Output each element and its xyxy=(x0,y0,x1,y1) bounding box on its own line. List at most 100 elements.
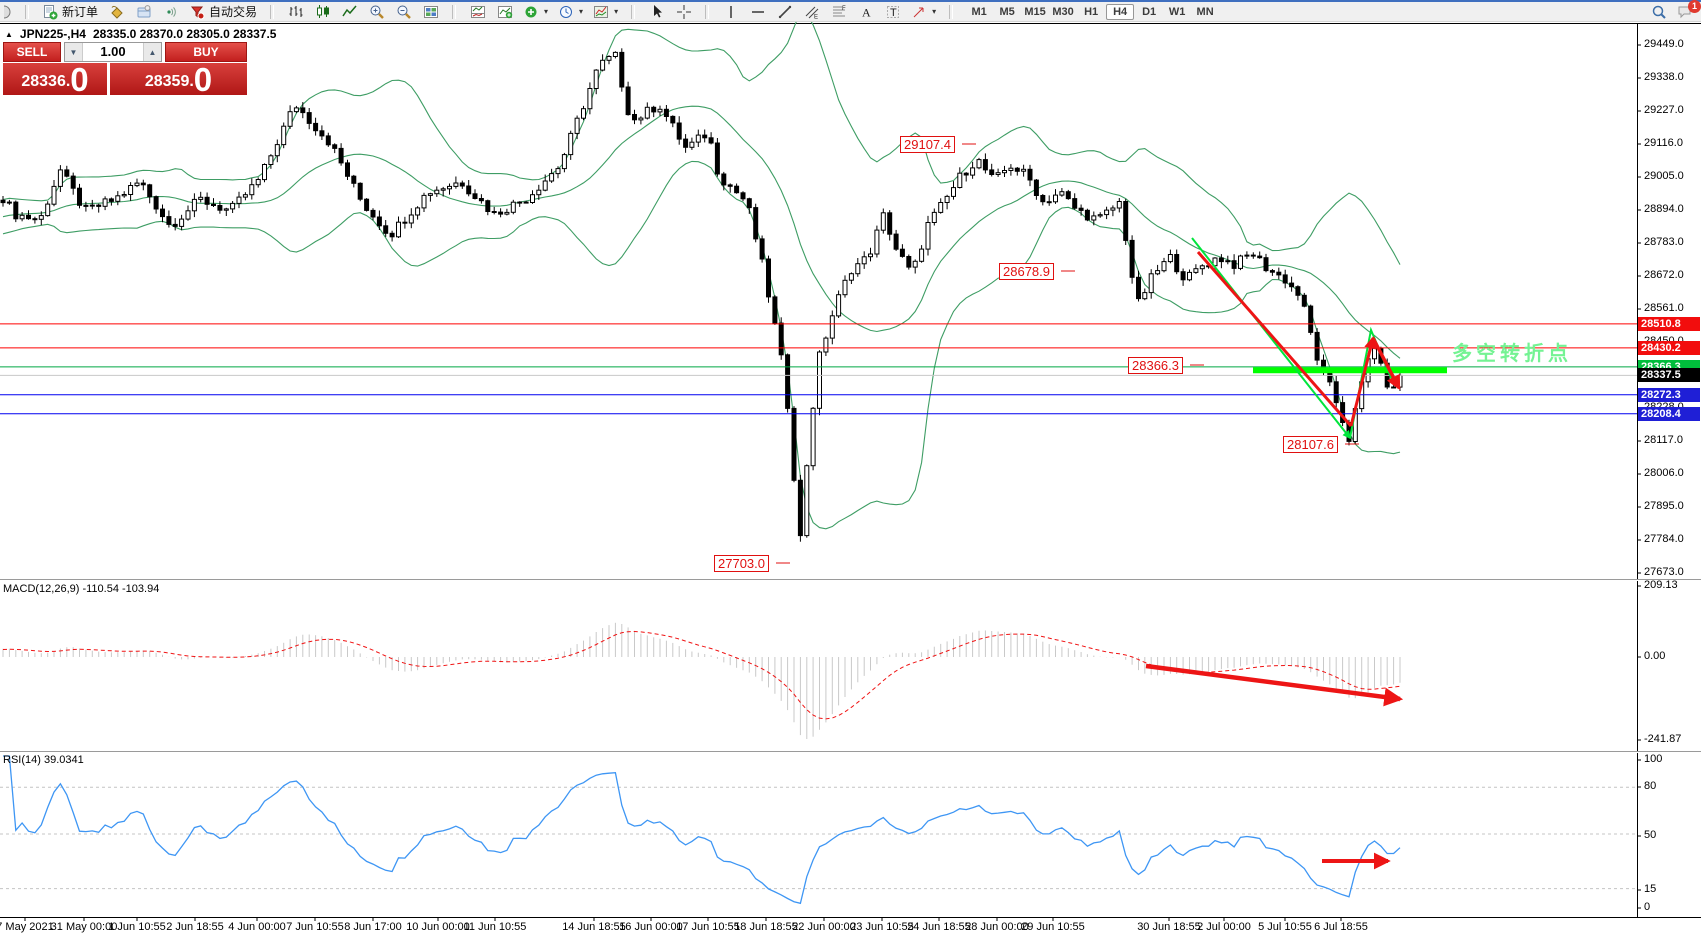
cursor-icon[interactable] xyxy=(648,3,665,20)
timeframe-M5[interactable]: M5 xyxy=(999,5,1015,18)
toolbar-separator xyxy=(452,4,457,19)
buy-button[interactable]: BUY xyxy=(165,42,247,62)
zoom-out-icon[interactable] xyxy=(395,3,412,20)
buy-price-display[interactable]: 28359. 0 xyxy=(110,63,247,95)
add-object-icon xyxy=(525,6,537,17)
timeframe-M1[interactable]: M1 xyxy=(971,5,987,18)
sell-price-big-digit: 0 xyxy=(70,63,89,95)
timeframe-H4[interactable]: H4 xyxy=(1106,3,1135,20)
symbol-title: JPN225-,H4 xyxy=(19,27,86,41)
sell-price-display[interactable]: 28336. 0 xyxy=(3,63,107,95)
horizontal-line-tool-icon[interactable] xyxy=(749,3,766,20)
zoom-in-icon[interactable] xyxy=(368,3,385,20)
annotation-arrow[interactable] xyxy=(1191,237,1351,440)
volume-value[interactable]: 1.00 xyxy=(100,44,126,59)
buy-price-main: 28359 xyxy=(144,73,190,90)
chevron-down-icon: ▾ xyxy=(579,7,584,16)
timeframe-H1[interactable]: H1 xyxy=(1084,5,1099,18)
chevron-down-icon: ▾ xyxy=(614,7,619,16)
indicator-window-icon[interactable] xyxy=(469,3,486,20)
search-icon[interactable] xyxy=(1650,3,1667,20)
template-chart-icon xyxy=(594,5,609,18)
vertical-line-tool-icon[interactable] xyxy=(722,3,739,20)
new-order-button[interactable]: 新订单 xyxy=(42,3,98,20)
volume-stepper: ▼ 1.00 ▲ xyxy=(64,42,162,62)
signal-icon[interactable] xyxy=(162,3,179,20)
chevron-down-icon: ▾ xyxy=(544,7,549,16)
window-top-edge xyxy=(0,0,1701,2)
toolbar-separator xyxy=(25,4,29,19)
add-indicator-icon[interactable] xyxy=(496,3,513,20)
template-dropdown[interactable]: ▾ xyxy=(593,4,618,20)
notification-badge: 1 xyxy=(1688,0,1701,13)
symbol-header[interactable]: ▲ JPN225-,H4 28335.0 28370.0 28305.0 283… xyxy=(5,27,276,41)
volume-down-button[interactable]: ▼ xyxy=(65,43,83,61)
one-click-trading-panel: SELL ▼ 1.00 ▲ BUY 28336. 0 28359. 0 xyxy=(3,42,247,95)
sell-price-dot: . xyxy=(65,73,71,90)
bar-chart-icon[interactable] xyxy=(287,3,304,20)
toolbar: 新订单 自动交易 ▾ xyxy=(0,0,1701,22)
symbol-ohlc: 28335.0 28370.0 28305.0 28337.5 xyxy=(92,27,277,41)
clipped-toolbar-icon xyxy=(4,3,12,20)
svg-text:T: T xyxy=(890,7,897,19)
svg-text:E: E xyxy=(814,14,818,20)
chart-frame xyxy=(0,23,1701,918)
new-order-icon xyxy=(44,4,58,19)
sell-price-main: 28336 xyxy=(21,73,66,90)
clock-icon xyxy=(560,5,573,18)
macd-signal-line xyxy=(2,630,1401,720)
trendline-tool-icon[interactable] xyxy=(776,3,793,20)
chevron-down-icon: ▾ xyxy=(932,7,937,16)
sell-button[interactable]: SELL xyxy=(3,42,61,62)
toolbar-separator xyxy=(705,4,710,19)
timeframe-M30[interactable]: M30 xyxy=(1052,5,1074,18)
crosshair-icon[interactable] xyxy=(675,3,692,20)
buy-price-big-digit: 0 xyxy=(193,63,213,95)
fibonacci-tool-icon[interactable]: F xyxy=(830,3,847,20)
turning-point-annotation[interactable]: 多空转折点 xyxy=(1452,343,1572,365)
period-clock-dropdown[interactable]: ▾ xyxy=(558,4,583,20)
annotation-arrow[interactable] xyxy=(1349,335,1377,427)
axis-tick-marks xyxy=(24,44,1641,921)
add-object-dropdown[interactable]: ▾ xyxy=(523,4,548,20)
autotrading-label: 自动交易 xyxy=(209,5,258,19)
toolbar-separator xyxy=(949,4,954,19)
notification-button[interactable]: 1 xyxy=(1677,0,1701,20)
timeframe-MN[interactable]: MN xyxy=(1196,5,1214,18)
annotation-arrow[interactable] xyxy=(1371,337,1401,391)
candlestick-series xyxy=(0,48,1403,542)
autotrading-button[interactable]: 自动交易 xyxy=(189,3,257,20)
annotation-arrow[interactable] xyxy=(1145,663,1404,707)
line-chart-icon[interactable] xyxy=(341,3,358,20)
styles-bucket-icon[interactable] xyxy=(108,3,125,20)
tile-windows-icon[interactable] xyxy=(422,3,439,20)
timeframe-M15[interactable]: M15 xyxy=(1024,5,1046,18)
new-order-label: 新订单 xyxy=(62,5,99,19)
rsi-line xyxy=(3,755,1401,905)
rsi-label: RSI(14) 39.0341 xyxy=(3,754,84,766)
macd-histogram xyxy=(2,622,1401,739)
text-label-tool-icon[interactable]: T xyxy=(884,3,901,20)
text-tool-icon[interactable]: A xyxy=(857,3,874,20)
toolbar-separator xyxy=(270,4,275,19)
autotrading-icon xyxy=(190,6,205,19)
svg-text:A: A xyxy=(862,5,871,19)
annotation-arrow[interactable] xyxy=(1196,251,1353,427)
candlestick-chart-icon[interactable] xyxy=(314,3,331,20)
rsi-level-lines xyxy=(0,786,1637,890)
macd-label: MACD(12,26,9) -110.54 -103.94 xyxy=(3,583,160,595)
arrow-shape-icon xyxy=(913,7,924,17)
svg-text:F: F xyxy=(842,6,846,12)
toolbar-separator xyxy=(631,4,636,19)
timeframe-bar: M1 M5 M15 M30 H1 H4 D1 W1 MN xyxy=(966,3,1218,20)
timeframe-D1[interactable]: D1 xyxy=(1142,5,1157,18)
profile-window-icon[interactable] xyxy=(135,3,152,20)
panel-separators xyxy=(0,579,1701,753)
timeframe-W1[interactable]: W1 xyxy=(1168,5,1186,18)
arrows-shapes-dropdown[interactable]: ▾ xyxy=(911,4,936,20)
collapse-triangle-icon[interactable]: ▲ xyxy=(5,29,13,39)
channel-tool-icon[interactable]: E xyxy=(803,3,820,20)
bollinger-bands xyxy=(2,10,1401,530)
volume-up-button[interactable]: ▲ xyxy=(143,43,161,61)
